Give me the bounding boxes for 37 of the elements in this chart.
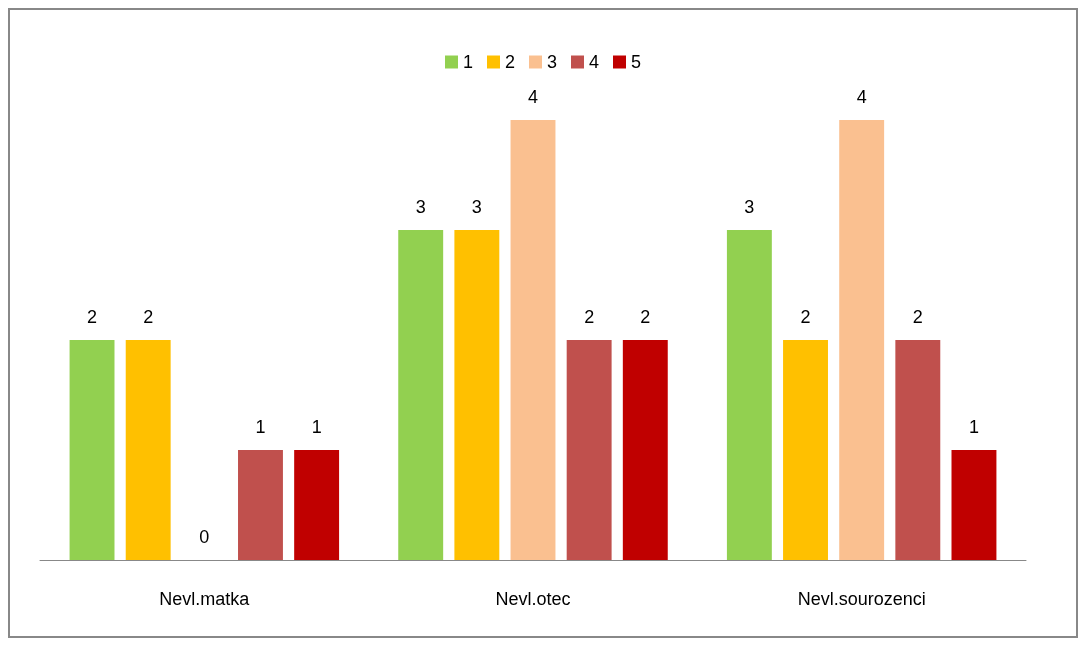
data-label: 0 <box>199 527 210 547</box>
data-label: 1 <box>311 417 322 437</box>
legend-label: 3 <box>546 52 558 72</box>
data-label: 2 <box>800 307 811 327</box>
data-label: 4 <box>527 87 539 107</box>
legend-label: 5 <box>631 52 642 72</box>
bar <box>398 230 444 560</box>
x-tick-label: Nevl.sourozenci <box>797 589 926 609</box>
legend-label: 2 <box>504 52 515 72</box>
bar <box>125 340 171 560</box>
bar <box>839 120 885 560</box>
bar <box>69 340 115 560</box>
bar <box>238 450 283 560</box>
data-label: 2 <box>640 307 651 327</box>
legend-label: 1 <box>462 52 473 72</box>
data-label: 2 <box>584 307 595 327</box>
bar <box>510 120 556 560</box>
bar <box>622 340 668 560</box>
legend-label: 4 <box>589 52 600 72</box>
x-tick-label: Nevl.matka <box>159 589 251 609</box>
data-label: 2 <box>912 307 923 327</box>
data-label: 2 <box>87 307 98 327</box>
x-tick-label: Nevl.otec <box>495 589 571 609</box>
bar <box>726 230 772 560</box>
bar <box>566 340 612 560</box>
bar <box>951 450 997 560</box>
bar <box>294 450 340 560</box>
data-label: 3 <box>744 197 755 217</box>
data-label: 1 <box>968 417 979 437</box>
data-label: 2 <box>143 307 154 327</box>
bar <box>454 230 500 560</box>
data-label: 1 <box>255 417 266 437</box>
bar <box>783 340 828 560</box>
data-label: 3 <box>415 197 426 217</box>
bar <box>895 340 941 560</box>
data-label: 4 <box>856 87 867 107</box>
data-label: 3 <box>471 197 482 217</box>
